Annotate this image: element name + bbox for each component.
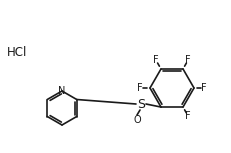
Text: F: F — [137, 83, 142, 93]
Text: HCl: HCl — [7, 45, 27, 58]
Text: O: O — [133, 115, 140, 125]
Text: F: F — [152, 55, 158, 65]
Text: N: N — [58, 86, 65, 96]
Text: F: F — [184, 111, 190, 121]
Text: S: S — [137, 97, 144, 110]
Text: F: F — [184, 55, 190, 65]
Text: F: F — [200, 83, 206, 93]
